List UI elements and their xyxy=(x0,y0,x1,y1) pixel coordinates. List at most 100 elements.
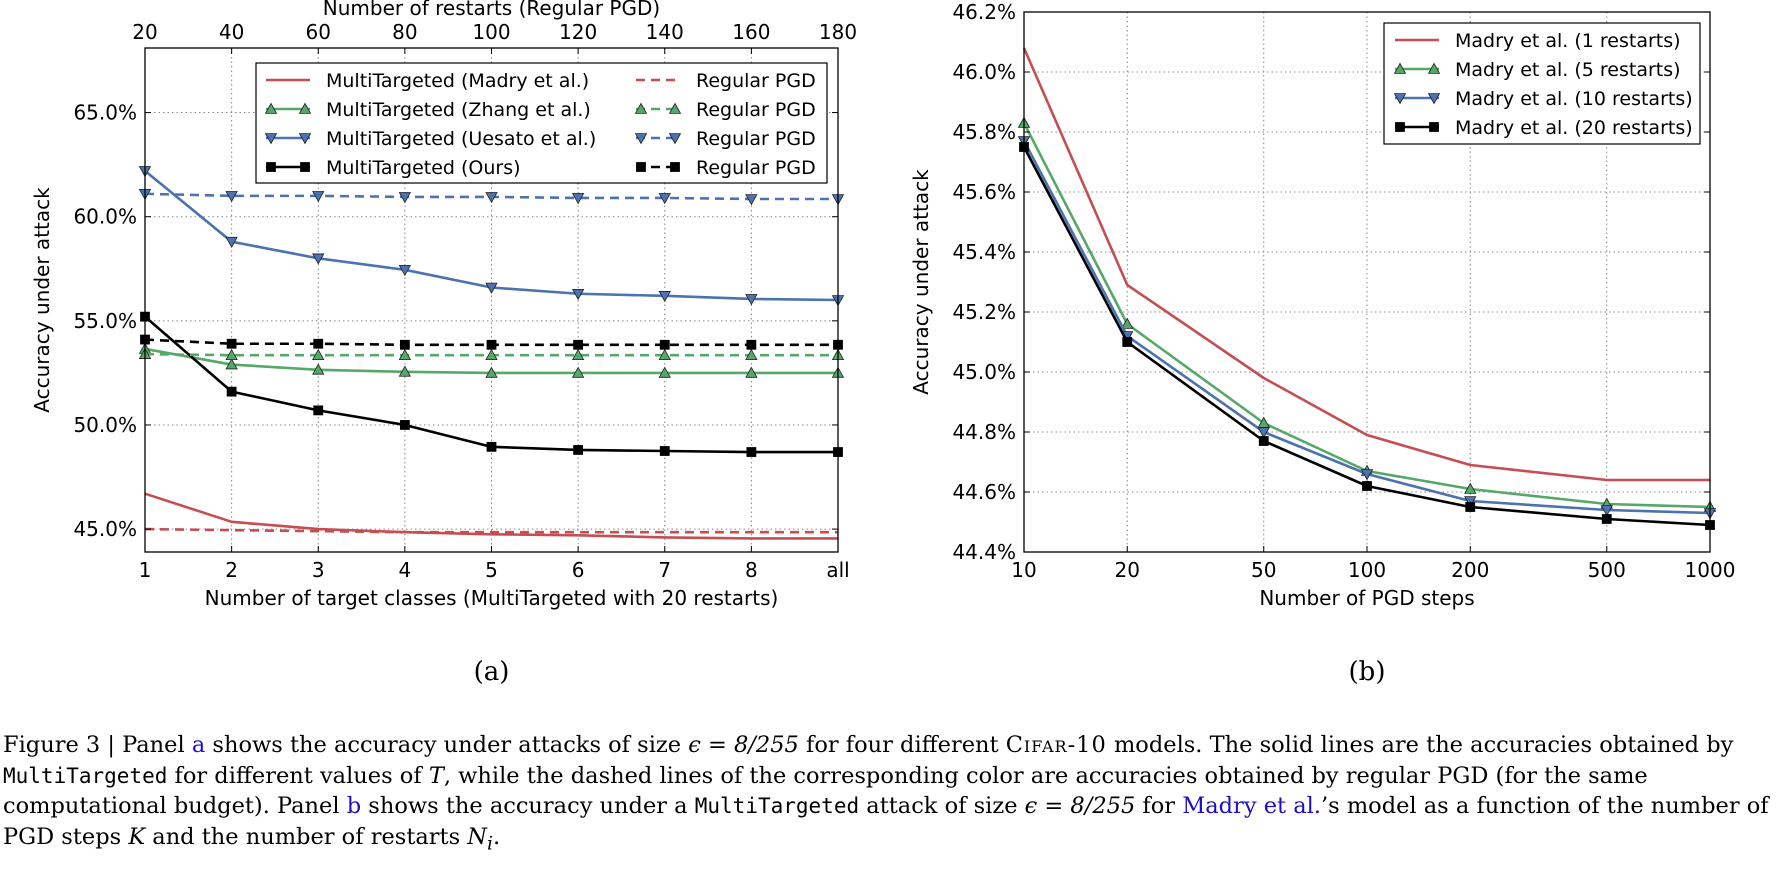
data-point xyxy=(399,420,410,430)
caption-text: . xyxy=(492,823,501,850)
data-point xyxy=(313,338,324,349)
caption-text: for four different xyxy=(798,732,1006,758)
y-tick-label: 65.0% xyxy=(73,101,137,125)
series-line xyxy=(144,527,838,534)
series-group xyxy=(138,166,845,540)
x-axis-label: Number of PGD steps xyxy=(1259,586,1474,610)
legend-swatch-marker xyxy=(264,102,278,114)
legend-entry: Madry et al. (5 restarts) xyxy=(1455,59,1681,81)
caption-equation: ϵ = 8/255 xyxy=(688,732,799,758)
data-point xyxy=(571,348,585,360)
data-point xyxy=(659,446,670,456)
data-point xyxy=(571,366,585,378)
legend-entry: MultiTargeted (Ours) xyxy=(326,157,521,179)
data-point xyxy=(1258,436,1269,446)
legend-entry: Madry et al. (10 restarts) xyxy=(1455,88,1693,110)
data-point xyxy=(1362,481,1372,491)
data-point xyxy=(1465,502,1476,512)
legend-entry: Regular PGD xyxy=(696,70,816,92)
data-point xyxy=(1464,482,1477,494)
x-tick-label: 1000 xyxy=(1685,558,1736,582)
data-point xyxy=(658,348,671,360)
y-tick-label: 46.0% xyxy=(952,60,1016,84)
data-point xyxy=(746,447,757,457)
caption-algorithm: MultiTargeted xyxy=(3,763,168,788)
data-point xyxy=(312,253,325,265)
panel-label: (a) xyxy=(474,657,510,687)
legend-box xyxy=(255,62,828,184)
data-point xyxy=(398,348,412,360)
data-point xyxy=(225,236,238,249)
data-point xyxy=(1257,427,1270,439)
x-tick-label: 5 xyxy=(485,558,498,582)
y-tick-label: 46.2% xyxy=(952,0,1016,24)
caption-text: shows the accuracy under attacks of size xyxy=(205,732,689,758)
series-line xyxy=(144,492,838,540)
caption-text: for different values of xyxy=(167,762,429,789)
data-point xyxy=(486,339,497,350)
legend-swatch-marker xyxy=(298,102,312,114)
caption-citation-link[interactable]: Madry et al. xyxy=(1182,793,1321,819)
data-point xyxy=(312,191,325,203)
legend-entry: MultiTargeted (Madry et al.) xyxy=(326,70,589,92)
y-tick-label: 45.4% xyxy=(952,240,1016,264)
data-point xyxy=(398,365,412,377)
legend-entry: Madry et al. (20 restarts) xyxy=(1455,117,1693,139)
top-x-tick-label: 100 xyxy=(472,20,510,44)
data-point xyxy=(658,193,671,205)
data-point xyxy=(658,366,671,378)
y-tick-label: 45.0% xyxy=(952,360,1016,384)
top-x-tick-label: 40 xyxy=(219,20,244,44)
data-point xyxy=(658,291,671,303)
caption-var-n: N xyxy=(467,823,487,850)
legend-swatch-marker xyxy=(670,162,680,172)
data-point xyxy=(745,348,758,360)
legend-swatch-marker xyxy=(634,133,648,145)
caption-algorithm: MultiTargeted xyxy=(694,794,860,818)
caption-ref-panel-a[interactable]: a xyxy=(191,732,206,758)
caption-var-n-sub: i xyxy=(486,833,493,854)
data-point xyxy=(1121,317,1134,329)
data-point xyxy=(485,282,498,294)
x-tick-label: 500 xyxy=(1588,558,1626,582)
caption-ref-panel-b[interactable]: b xyxy=(346,793,362,819)
y-tick-label: 44.6% xyxy=(952,480,1016,504)
data-point xyxy=(746,339,757,350)
ticks: 1202403604805100612071408160all18045.0%5… xyxy=(73,20,857,582)
data-point xyxy=(485,348,498,360)
ticks: 10 20 50 100 200 500 1000 44.4% 44.6% 44.8% 45.0% 4… xyxy=(952,0,1735,582)
top-x-tick-label: 60 xyxy=(306,20,331,44)
x-tick-label: 3 xyxy=(312,558,325,582)
data-point xyxy=(398,265,412,277)
figure-caption: Figure 3 | Panel a shows the accuracy un… xyxy=(3,730,1775,860)
x-axis-label: Number of target classes (MultiTargeted … xyxy=(205,586,779,610)
x-tick-label: 8 xyxy=(745,558,758,582)
legend-swatch-marker xyxy=(668,102,682,114)
x-tick-label: 200 xyxy=(1451,558,1489,582)
x-tick-label: 20 xyxy=(1115,558,1140,582)
data-point xyxy=(1464,496,1477,508)
legend-swatch-marker xyxy=(636,162,646,172)
caption-text: for xyxy=(1135,793,1183,819)
data-point xyxy=(486,441,497,452)
top-x-axis-label: Number of restarts (Regular PGD) xyxy=(323,0,660,20)
top-x-tick-label: 120 xyxy=(559,20,597,44)
panel-a-chart: 1202403604805100612071408160all18045.0%5… xyxy=(30,0,857,687)
x-tick-label: 50 xyxy=(1251,558,1276,582)
top-x-tick-label: 20 xyxy=(132,20,157,44)
x-tick-label: 7 xyxy=(658,558,671,582)
data-point xyxy=(573,445,584,455)
data-point xyxy=(1600,505,1613,517)
x-tick-label: 10 xyxy=(1011,558,1036,582)
caption-equation: ϵ = 8/255 xyxy=(1024,793,1136,819)
legend-swatch-marker xyxy=(634,102,648,114)
caption-dataset: Cifar-10 xyxy=(1005,732,1107,758)
data-point xyxy=(1122,337,1133,347)
caption-text: , while the dashed lines of the correspo… xyxy=(3,762,1648,820)
data-point xyxy=(226,338,237,349)
data-point xyxy=(571,193,585,205)
legend-swatch-marker xyxy=(1393,93,1407,105)
legend-swatch-marker xyxy=(1427,93,1441,105)
series-line xyxy=(144,169,839,302)
x-tick-label: 6 xyxy=(572,558,585,582)
